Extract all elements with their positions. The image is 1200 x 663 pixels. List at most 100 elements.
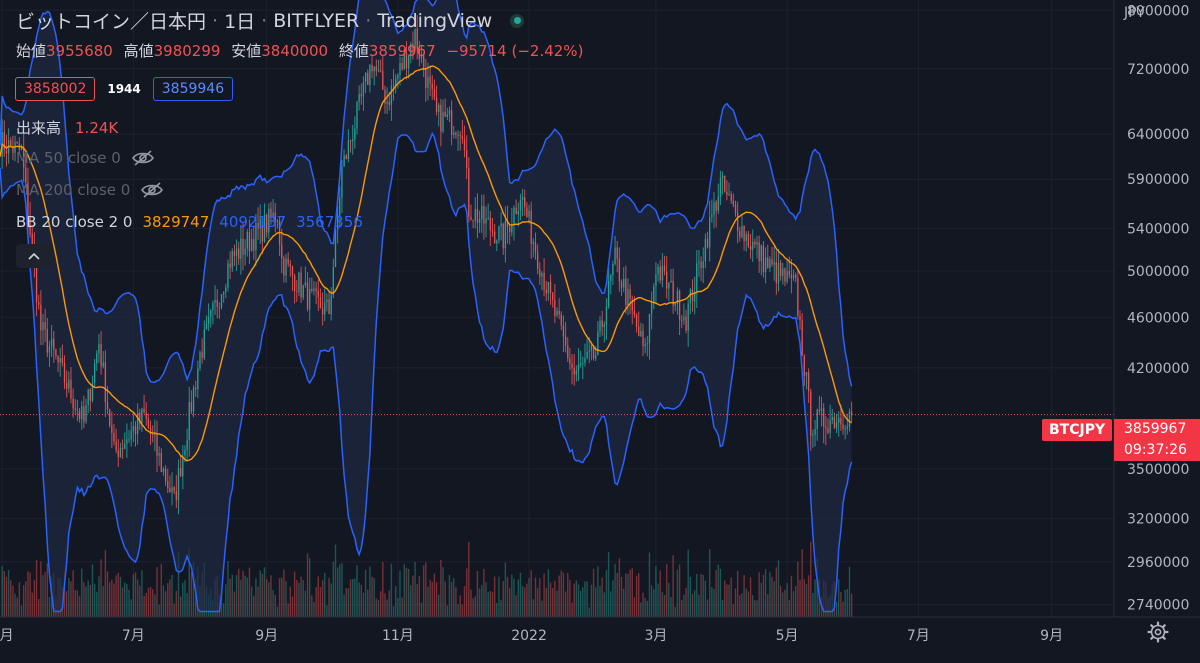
volume-bar — [324, 572, 326, 617]
volume-bar — [44, 571, 46, 617]
volume-bar — [190, 572, 193, 617]
candle — [779, 259, 782, 281]
volume-bar — [519, 572, 522, 617]
volume-bar — [741, 593, 743, 617]
candle — [463, 125, 466, 158]
candle — [534, 232, 537, 260]
candle — [136, 403, 139, 445]
candle — [48, 340, 51, 368]
volume-bar — [136, 579, 139, 617]
volume-bar — [418, 576, 421, 617]
candle — [489, 210, 492, 247]
candle — [567, 337, 569, 362]
candle — [410, 41, 412, 64]
candle — [59, 347, 61, 377]
volume-bar — [177, 552, 180, 617]
gear-icon[interactable] — [1147, 621, 1169, 643]
candle — [754, 238, 756, 248]
volume-bar — [179, 596, 182, 617]
candle — [554, 283, 556, 323]
candle — [820, 396, 823, 427]
candle — [412, 31, 414, 60]
candle — [674, 301, 676, 312]
eye-off-icon[interactable] — [131, 149, 155, 167]
candle — [102, 351, 104, 369]
volume-bar — [627, 573, 629, 617]
volume-bar — [225, 584, 227, 617]
candle — [547, 281, 550, 301]
candle — [427, 62, 429, 101]
price-tick-label: 4600000 — [1127, 310, 1189, 326]
volume-bar — [653, 589, 655, 617]
volume-bar — [22, 585, 25, 617]
volume-bar — [586, 581, 588, 617]
volume-bar — [498, 576, 500, 617]
candle — [98, 334, 100, 364]
candle — [627, 278, 629, 316]
volume-bar — [689, 576, 692, 617]
candle — [195, 380, 197, 397]
volume-bar — [638, 573, 640, 617]
volume-bar — [579, 590, 582, 617]
price-tick-label: 7200000 — [1127, 62, 1189, 78]
volume-bar — [807, 575, 810, 617]
price-axis-bg — [1114, 0, 1200, 663]
volume-bar — [20, 605, 23, 617]
volume-bar — [470, 589, 472, 617]
time-tick-label: 7月 — [907, 628, 930, 644]
volume-bar — [250, 586, 253, 617]
candle — [207, 303, 210, 332]
volume-bar — [556, 590, 558, 617]
volume-bar — [476, 571, 479, 617]
volume-bar — [799, 579, 801, 617]
volume-bar — [233, 591, 236, 617]
volume-bar — [384, 593, 386, 617]
candle — [263, 203, 266, 243]
candle — [719, 170, 722, 205]
candle — [519, 193, 522, 221]
volume-bar — [687, 549, 689, 617]
volume-bar — [117, 572, 119, 617]
volume-bar — [721, 600, 724, 617]
candle — [517, 202, 519, 227]
candle — [259, 204, 261, 244]
candle — [691, 279, 694, 312]
time-tick-label: 2022 — [511, 628, 547, 644]
candle — [655, 262, 657, 304]
time-axis: 5月 7月 9月 11月 2022 3月 5月 7月 9月 — [0, 628, 1063, 644]
volume-bar — [485, 582, 487, 617]
volume-bar — [545, 588, 547, 617]
volume-bar — [169, 579, 171, 617]
buy-button[interactable]: 3859946 — [152, 77, 234, 101]
volume-bar — [429, 579, 431, 617]
candle — [240, 226, 242, 275]
candle — [210, 309, 212, 328]
volume-bar — [681, 599, 683, 617]
volume-bar — [360, 584, 362, 617]
candle — [764, 247, 767, 284]
candle — [169, 475, 171, 493]
candle — [197, 360, 199, 399]
volume-bar — [758, 572, 760, 617]
volume-bar — [16, 597, 18, 617]
candle — [616, 240, 618, 273]
candle — [607, 267, 610, 309]
collapse-legend-button[interactable] — [16, 244, 52, 268]
volume-bar — [274, 594, 276, 617]
candle — [838, 411, 840, 437]
candle — [339, 186, 341, 228]
candle — [610, 273, 612, 295]
volume-bar — [450, 581, 453, 617]
eye-off-icon[interactable] — [140, 181, 164, 199]
candle — [68, 371, 70, 393]
candle — [369, 64, 371, 93]
sell-button[interactable]: 3858002 — [15, 77, 96, 101]
candle — [147, 413, 150, 430]
volume-bar — [349, 579, 352, 617]
status-dot-icon[interactable] — [510, 13, 525, 28]
volume-bar — [369, 566, 371, 617]
volume-bar — [397, 597, 399, 617]
candle — [287, 252, 289, 267]
volume-bar — [291, 596, 294, 617]
